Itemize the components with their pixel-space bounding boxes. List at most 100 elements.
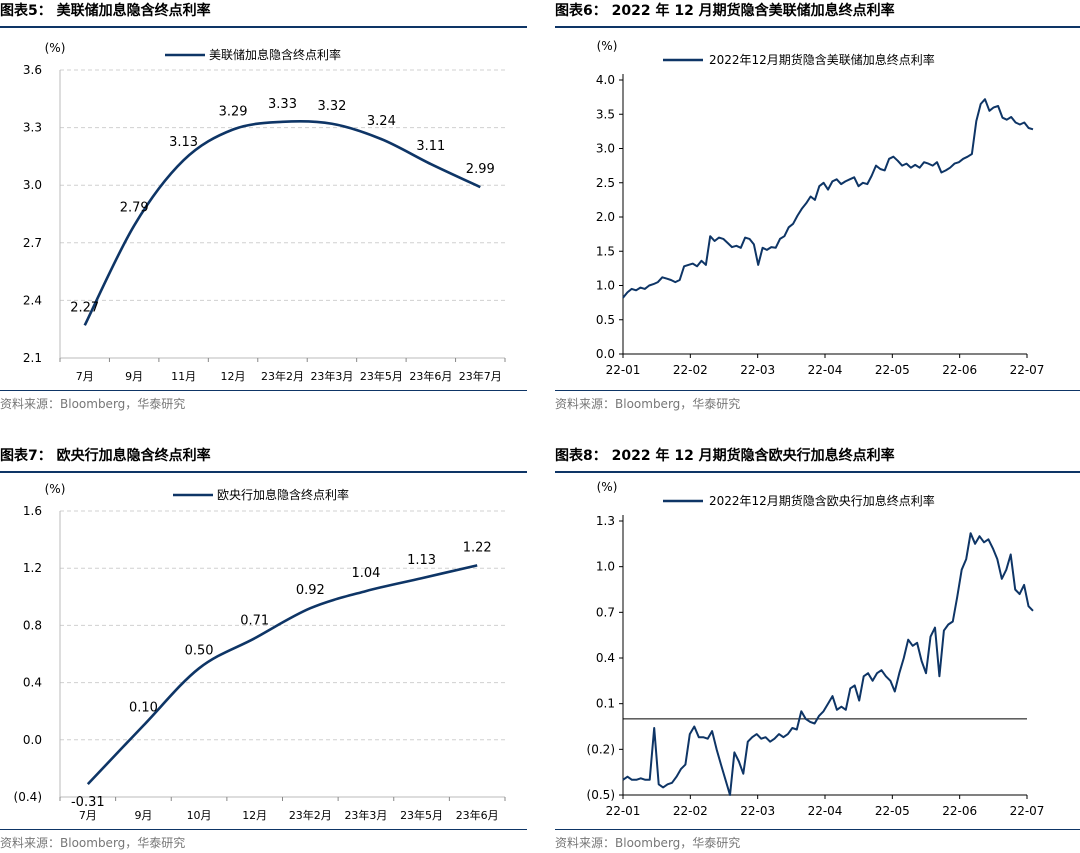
x-tick-label: 23年7月 xyxy=(459,369,502,383)
data-label: 3.11 xyxy=(416,139,445,154)
data-label: 0.10 xyxy=(129,701,158,716)
data-label: 3.29 xyxy=(219,105,248,120)
y-tick-label: 1.5 xyxy=(596,244,615,258)
panel-fed-terminal-rate: 图表5： 美联储加息隐含终点利率 (%) 2.1 2.4 2.7 3.0 3.3 3.6 7月… xyxy=(0,0,527,420)
data-label: 3.33 xyxy=(268,97,297,112)
y-tick-label: 0.7 xyxy=(596,605,615,619)
x-tick-label: 7月 xyxy=(76,370,94,383)
x-tick-label: 11月 xyxy=(171,370,196,383)
legend-label: 欧央行加息隐含终点利率 xyxy=(217,487,349,502)
source-note: 资料来源：Bloomberg，华泰研究 xyxy=(0,836,186,850)
data-label: 3.24 xyxy=(367,114,396,129)
legend-label: 美联储加息隐含终点利率 xyxy=(209,47,341,62)
y-tick-label: 3.6 xyxy=(23,63,42,77)
panel-fed-futures-terminal-rate: 图表6： 2022 年 12 月期货隐含美联储加息终点利率 (%) 0.0 0.5 1… xyxy=(555,0,1080,420)
unit-label: (%) xyxy=(597,39,618,53)
x-tick-label: 22-03 xyxy=(740,804,775,818)
x-tick-label: 10月 xyxy=(187,809,212,822)
y-tick-label: 1.0 xyxy=(596,560,615,574)
series-line xyxy=(622,98,1034,299)
title-rule xyxy=(555,26,1080,28)
x-tick-label: 22-01 xyxy=(606,804,641,818)
chart-fed-terminal-rate: (%) 2.1 2.4 2.7 3.0 3.3 3.6 7月 9月 11月 12月 23年2月 23年3… xyxy=(23,41,506,383)
footer-rule xyxy=(0,390,527,391)
y-tick-label: 0.5 xyxy=(596,313,615,327)
series-line xyxy=(83,119,481,326)
x-tick-label: 23年2月 xyxy=(289,808,332,822)
x-tick-label: 9月 xyxy=(134,809,152,822)
data-label: 3.32 xyxy=(317,99,346,114)
y-tick-label: 1.2 xyxy=(23,561,42,575)
x-tick-label: 22-02 xyxy=(673,363,708,377)
y-tick-label: 3.0 xyxy=(23,178,42,192)
y-tick-label: 2.1 xyxy=(23,351,42,365)
panel-title: 图表8： 2022 年 12 月期货隐含欧央行加息终点利率 xyxy=(555,448,895,464)
x-tick-label: 9月 xyxy=(125,370,143,383)
source-note: 资料来源：Bloomberg，华泰研究 xyxy=(555,836,741,850)
y-tick-label: 4.0 xyxy=(596,73,615,87)
x-tick-label: 22-07 xyxy=(1010,363,1045,377)
y-tick-label: 3.5 xyxy=(596,107,615,121)
source-note: 资料来源：Bloomberg，华泰研究 xyxy=(555,397,741,411)
data-label: 1.04 xyxy=(351,566,380,581)
footer-rule xyxy=(555,829,1080,830)
y-tick-label: 0.4 xyxy=(23,676,42,690)
y-tick-label: 0.4 xyxy=(596,651,615,665)
data-label: -0.31 xyxy=(71,795,105,810)
y-tick-label: (0.5) xyxy=(587,788,615,802)
x-tick-label: 23年3月 xyxy=(310,369,353,383)
panel-ecb-terminal-rate: 图表7： 欧央行加息隐含终点利率 (%) (0.4) 0.0 0.4 0.8 1.2 1.6… xyxy=(0,445,527,853)
y-tick-label: (0.2) xyxy=(587,742,615,756)
data-label: 0.71 xyxy=(240,613,269,628)
x-tick-label: 23年5月 xyxy=(400,808,443,822)
chart-fed-futures-terminal-rate: (%) 0.0 0.5 1.0 1.5 2.0 2.5 3.0 3.5 4.0 22-01 22-02… xyxy=(596,39,1045,377)
x-tick-label: 23年6月 xyxy=(409,369,452,383)
title-rule xyxy=(0,471,527,473)
footer-rule xyxy=(0,829,527,830)
x-tick-label: 7月 xyxy=(79,809,97,822)
legend-label: 2022年12月期货隐含欧央行加息终点利率 xyxy=(709,493,935,508)
y-tick-label: 0.8 xyxy=(23,618,42,632)
unit-label: (%) xyxy=(597,480,618,494)
y-tick-label: 2.5 xyxy=(596,176,615,190)
y-tick-label: (0.4) xyxy=(14,790,42,804)
x-tick-label: 23年2月 xyxy=(261,369,304,383)
legend-label: 2022年12月期货隐含美联储加息终点利率 xyxy=(709,52,935,67)
series-line xyxy=(622,532,1034,796)
x-tick-label: 12月 xyxy=(242,809,267,822)
title-rule xyxy=(0,26,527,28)
x-tick-label: 23年6月 xyxy=(456,808,499,822)
x-tick-label: 23年3月 xyxy=(344,808,387,822)
x-tick-label: 22-03 xyxy=(740,363,775,377)
chart-ecb-futures-terminal-rate: (%) (0.5) (0.2) 0.1 0.4 0.7 1.0 1.3 22-01 22-02 22… xyxy=(587,480,1045,818)
unit-label: (%) xyxy=(45,41,66,55)
x-tick-label: 22-02 xyxy=(673,804,708,818)
y-tick-label: 1.0 xyxy=(596,279,615,293)
data-label: 1.22 xyxy=(463,540,492,555)
x-tick-label: 22-01 xyxy=(606,363,641,377)
x-tick-label: 23年5月 xyxy=(360,369,403,383)
data-label: 2.27 xyxy=(70,300,99,315)
data-label: 0.50 xyxy=(185,643,214,658)
y-tick-label: 0.0 xyxy=(23,733,42,747)
x-tick-label: 22-07 xyxy=(1010,804,1045,818)
panel-title: 图表5： 美联储加息隐含终点利率 xyxy=(0,3,211,19)
panel-ecb-futures-terminal-rate: 图表8： 2022 年 12 月期货隐含欧央行加息终点利率 (%) (0.5) (0… xyxy=(555,445,1080,853)
x-tick-label: 22-04 xyxy=(808,804,843,818)
data-label: 1.13 xyxy=(407,553,436,568)
x-tick-label: 22-05 xyxy=(875,804,910,818)
y-tick-label: 3.0 xyxy=(596,142,615,156)
x-tick-label: 12月 xyxy=(221,370,246,383)
y-tick-label: 0.1 xyxy=(596,697,615,711)
y-tick-label: 0.0 xyxy=(596,347,615,361)
y-tick-label: 2.4 xyxy=(23,293,42,307)
data-label: 2.79 xyxy=(120,201,149,216)
chart-ecb-terminal-rate: (%) (0.4) 0.0 0.4 0.8 1.2 1.6 7月 9月 10月 12月 23年2月 23… xyxy=(14,482,506,822)
panel-title: 图表7： 欧央行加息隐含终点利率 xyxy=(0,448,211,464)
source-note: 资料来源：Bloomberg，华泰研究 xyxy=(0,397,186,411)
unit-label: (%) xyxy=(45,482,66,496)
data-label: 2.99 xyxy=(466,162,495,177)
footer-rule xyxy=(555,390,1080,391)
y-tick-label: 3.3 xyxy=(23,121,42,135)
title-rule xyxy=(555,471,1080,473)
